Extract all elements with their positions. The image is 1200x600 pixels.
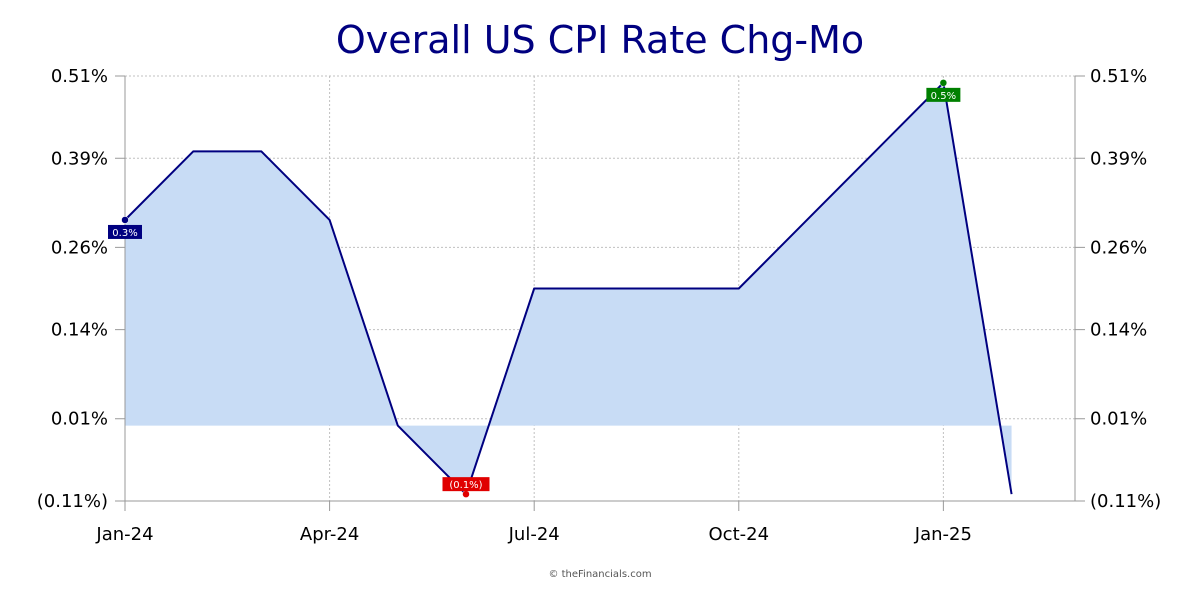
annotation-badge [926, 87, 961, 102]
x-tick-label: Jan-24 [95, 524, 153, 545]
y-tick-label-left: 0.39% [51, 148, 108, 169]
annotation-label: 0.5% [931, 91, 956, 102]
annotation-marker [121, 216, 129, 224]
y-tick-label-left: (0.11%) [37, 491, 108, 512]
y-tick-label-left: 0.14% [51, 320, 108, 341]
y-tick-label-right: 0.26% [1090, 237, 1147, 258]
y-tick-label-right: 0.01% [1090, 409, 1147, 430]
x-tick-label: Oct-24 [709, 524, 770, 545]
y-tick-label-right: 0.51% [1090, 66, 1147, 87]
y-tick-label-right: 0.14% [1090, 320, 1147, 341]
label-layer: 0.51% 0.51% 0.39% 0.39% 0.26% 0.26% 0.14% 0.14%… [37, 66, 1161, 545]
y-tick-label-right: (0.11%) [1090, 491, 1161, 512]
y-tick-label-right: 0.39% [1090, 148, 1147, 169]
y-tick-label-left: 0.51% [51, 66, 108, 87]
x-tick-label: Apr-24 [300, 524, 359, 545]
annotation-label: (0.1%) [449, 480, 482, 491]
annotation-marker [462, 490, 470, 498]
x-tick-label: Jan-25 [914, 524, 972, 545]
footer-credit: © theFinancials.com [548, 569, 652, 580]
frame-layer [124, 76, 1076, 502]
x-tick-label: Jul-24 [508, 524, 560, 545]
annotation-label: 0.3% [112, 228, 137, 239]
annotation-badge [442, 477, 490, 492]
annotation-marker [939, 79, 948, 87]
y-tick-label-left: 0.01% [51, 409, 108, 430]
series-line [124, 81, 1013, 496]
annotation-badge [108, 224, 142, 239]
annot-layer: 0.3% (0.1%) 0.5% [108, 79, 961, 498]
line-layer [124, 81, 1013, 496]
y-tick-label-left: 0.26% [51, 237, 108, 258]
chart-title: Overall US CPI Rate Chg-Mo [335, 18, 865, 62]
